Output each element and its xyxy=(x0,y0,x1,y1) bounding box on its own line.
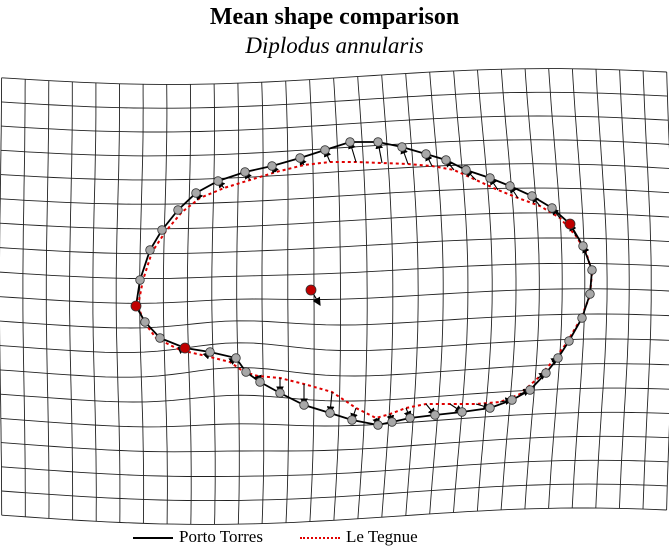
semilandmark-dot-icon xyxy=(441,155,451,165)
outline-porto-torres xyxy=(135,141,593,426)
semilandmark-dot-icon xyxy=(157,225,167,235)
grid-line-vertical xyxy=(405,73,419,516)
grid-line-vertical xyxy=(186,84,192,525)
semilandmark-dot-icon xyxy=(405,413,415,423)
semilandmark-dot-icon xyxy=(507,395,517,405)
grid-line-vertical xyxy=(162,84,168,525)
semilandmark-dot-icon xyxy=(191,188,201,198)
grid-line-horizontal xyxy=(0,363,669,378)
grid-line-horizontal xyxy=(1,507,667,525)
semilandmark-dot-icon xyxy=(547,203,557,213)
semilandmark-dot-icon xyxy=(421,149,431,159)
semilandmark-dot-icon xyxy=(373,420,383,430)
semilandmark-dot-icon xyxy=(505,181,515,191)
grid-line-vertical xyxy=(285,80,290,523)
deformation-grid xyxy=(0,68,669,525)
semilandmark-dot-icon xyxy=(295,153,305,163)
semilandmark-dot-icon xyxy=(373,137,383,147)
semilandmark-dot-icon xyxy=(461,165,471,175)
grid-line-horizontal xyxy=(0,237,669,255)
grid-line-horizontal xyxy=(0,313,669,329)
landmark-dot-icon xyxy=(305,284,317,296)
semilandmark-dot-icon xyxy=(397,142,407,152)
semilandmark-dot-icon xyxy=(213,176,223,186)
grid-line-horizontal xyxy=(1,115,669,133)
semilandmark-dot-icon xyxy=(564,336,574,346)
semilandmark-dot-icon xyxy=(231,353,241,363)
grid-line-horizontal xyxy=(0,387,669,403)
grid-line-horizontal xyxy=(0,212,669,230)
displacement-vectors xyxy=(177,140,590,427)
semilandmark-dot-icon xyxy=(173,205,183,215)
semilandmark-dot-icon xyxy=(553,353,563,363)
legend-swatch-solid xyxy=(133,537,173,540)
semilandmark-dot-icon xyxy=(205,347,215,357)
legend: Porto Torres Le Tegnue xyxy=(0,527,669,549)
semilandmark-dot-icon xyxy=(155,333,165,343)
grid-line-horizontal xyxy=(1,483,668,502)
semilandmark-dot-icon xyxy=(527,191,537,201)
landmark-dot-icon xyxy=(179,342,191,354)
semilandmark-dot-icon xyxy=(135,275,145,285)
grid-line-horizontal xyxy=(1,68,667,85)
semilandmark-dot-icon xyxy=(387,417,397,427)
semilandmark-dot-icon xyxy=(299,400,309,410)
grid-line-horizontal xyxy=(0,288,669,304)
grid-line-horizontal xyxy=(1,435,669,453)
grid-line-horizontal xyxy=(0,262,669,280)
grid-line-vertical xyxy=(453,70,469,513)
grid-line-horizontal xyxy=(1,91,668,109)
grid-line-vertical xyxy=(309,79,315,522)
semilandmark-dot-icon xyxy=(275,388,285,398)
grid-line-horizontal xyxy=(0,187,669,205)
semilandmark-dot-icon xyxy=(587,265,597,275)
landmark-dot-icon xyxy=(130,300,142,312)
grid-line-horizontal xyxy=(0,411,669,428)
grid-line-horizontal xyxy=(0,163,669,181)
semilandmark-dot-icon xyxy=(267,161,277,171)
semilandmark-dot-icon xyxy=(241,367,251,377)
semilandmark-dot-icon xyxy=(578,241,588,251)
semilandmark-dot-icon xyxy=(255,377,265,387)
semilandmark-dot-icon xyxy=(485,173,495,183)
grid-line-horizontal xyxy=(1,459,669,477)
semilandmark-dot-icon xyxy=(525,385,535,395)
shape-outlines xyxy=(135,141,594,426)
landmarks xyxy=(130,137,597,430)
grid-line-vertical xyxy=(524,68,540,510)
grid-line-vertical xyxy=(500,69,517,510)
grid-line-vertical xyxy=(261,82,265,524)
grid-line-vertical xyxy=(429,72,444,514)
figure-title: Mean shape comparison xyxy=(209,4,460,30)
legend-item-porto-torres: Porto Torres xyxy=(133,527,263,547)
semilandmark-dot-icon xyxy=(541,368,551,378)
legend-label: Porto Torres xyxy=(179,527,263,546)
grid-line-vertical xyxy=(211,83,216,525)
figure-subtitle: Diplodus annularis xyxy=(245,33,424,58)
semilandmark-dot-icon xyxy=(577,313,587,323)
grid-line-horizontal xyxy=(0,139,669,157)
grid-line-vertical xyxy=(381,74,394,518)
semilandmark-dot-icon xyxy=(145,245,155,255)
semilandmark-dot-icon xyxy=(585,289,595,299)
semilandmark-dot-icon xyxy=(320,145,330,155)
semilandmark-dot-icon xyxy=(485,403,495,413)
legend-label: Le Tegnue xyxy=(346,527,418,546)
grid-line-vertical xyxy=(476,69,493,512)
semilandmark-dot-icon xyxy=(325,408,335,418)
semilandmark-dot-icon xyxy=(240,167,250,177)
legend-swatch-dotted xyxy=(300,537,340,540)
grid-line-vertical xyxy=(236,83,240,525)
semilandmark-dot-icon xyxy=(140,317,150,327)
grid-line-vertical xyxy=(571,68,586,509)
semilandmark-dot-icon xyxy=(345,137,355,147)
legend-item-le-tegnue: Le Tegnue xyxy=(300,527,418,547)
semilandmark-dot-icon xyxy=(430,410,440,420)
grid-line-vertical xyxy=(548,68,563,509)
semilandmark-dot-icon xyxy=(457,407,467,417)
semilandmark-dot-icon xyxy=(347,415,357,425)
landmark-dot-icon xyxy=(564,218,576,230)
